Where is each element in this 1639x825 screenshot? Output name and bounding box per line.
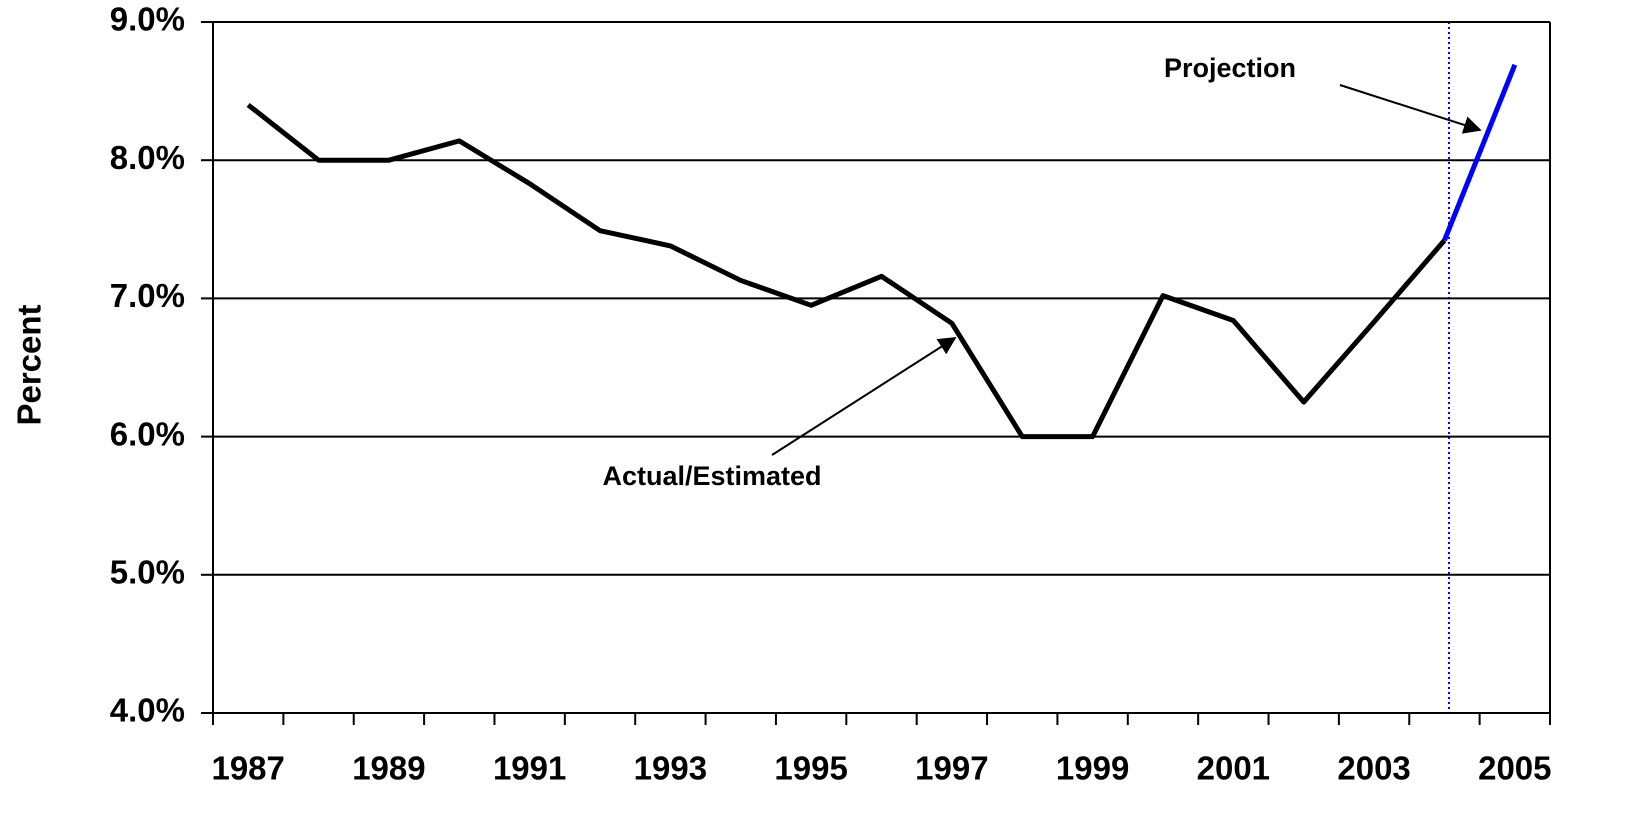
line-series: [246, 102, 1447, 440]
x-tick-label: 1995: [774, 750, 847, 787]
x-tick-label: 1991: [493, 750, 566, 787]
x-tick-label: 1993: [634, 750, 707, 787]
x-tick-label: 2003: [1337, 750, 1410, 787]
x-tick-label: 2005: [1478, 750, 1551, 787]
x-tick-label: 1999: [1056, 750, 1129, 787]
x-tick-label: 1987: [211, 750, 284, 787]
y-tick-label: 7.0%: [110, 277, 185, 314]
annotation-arrow: [771, 337, 957, 456]
y-axis-label: Percent: [11, 304, 48, 425]
y-tick-label: 4.0%: [110, 692, 185, 729]
x-tick-label: 1989: [352, 750, 425, 787]
annotation: Actual/Estimated: [602, 461, 821, 491]
y-tick-label: 8.0%: [110, 139, 185, 176]
x-tick-label: 2001: [1197, 750, 1270, 787]
x-tick-label: 1997: [915, 750, 988, 787]
line-series: [1442, 63, 1518, 242]
y-tick-label: 6.0%: [110, 415, 185, 452]
y-tick-label: 9.0%: [110, 1, 185, 38]
annotation-arrow: [1339, 84, 1482, 134]
y-tick-label: 5.0%: [110, 554, 185, 591]
annotation: Projection: [1164, 53, 1296, 83]
